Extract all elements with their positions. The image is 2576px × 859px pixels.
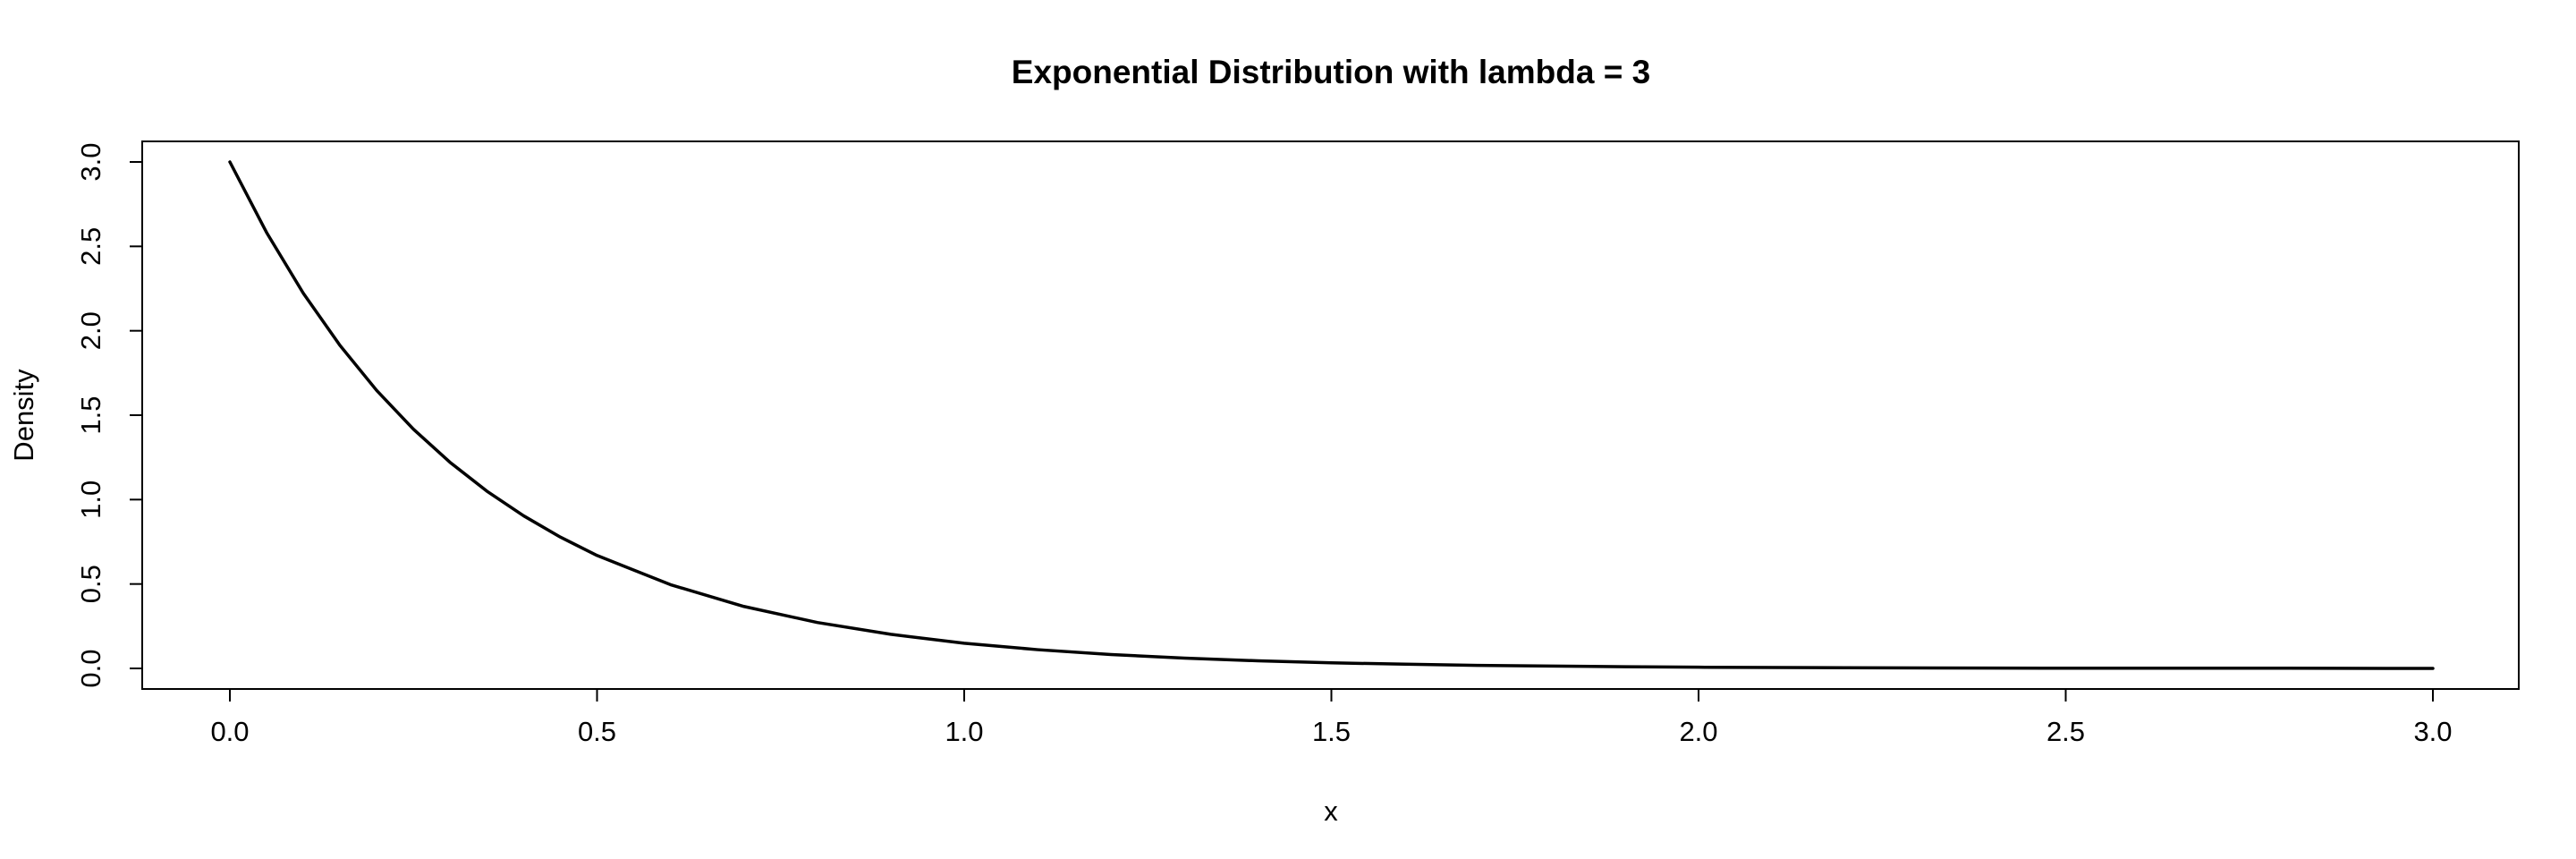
x-axis: 0.0 0.5 1.0 1.5 2.0 2.5 3.0 [210, 688, 2453, 747]
y-tick-label: 2.0 [75, 311, 106, 350]
y-tick-label: 2.5 [75, 227, 106, 266]
y-tick-label: 3.0 [75, 142, 106, 181]
y-tick-label: 1.5 [75, 395, 106, 434]
y-axis-label: Density [8, 369, 39, 462]
x-axis-label: x [1324, 795, 1338, 827]
x-tick-label: 2.5 [2046, 716, 2085, 747]
y-tick-label: 0.0 [75, 649, 106, 687]
y-tick-label: 1.0 [75, 481, 106, 519]
chart-title: Exponential Distribution with lambda = 3 [1012, 54, 1650, 90]
x-tick-label: 3.0 [2413, 716, 2452, 747]
x-tick-label: 1.0 [945, 716, 983, 747]
x-tick-label: 0.5 [578, 716, 616, 747]
y-axis: 0.0 0.5 1.0 1.5 2.0 2.5 3.0 [75, 142, 143, 688]
x-tick-label: 2.0 [1679, 716, 1717, 747]
x-tick-label: 0.0 [210, 716, 249, 747]
x-tick-label: 1.5 [1312, 716, 1351, 747]
y-tick-label: 0.5 [75, 565, 106, 603]
density-curve [228, 160, 2435, 670]
